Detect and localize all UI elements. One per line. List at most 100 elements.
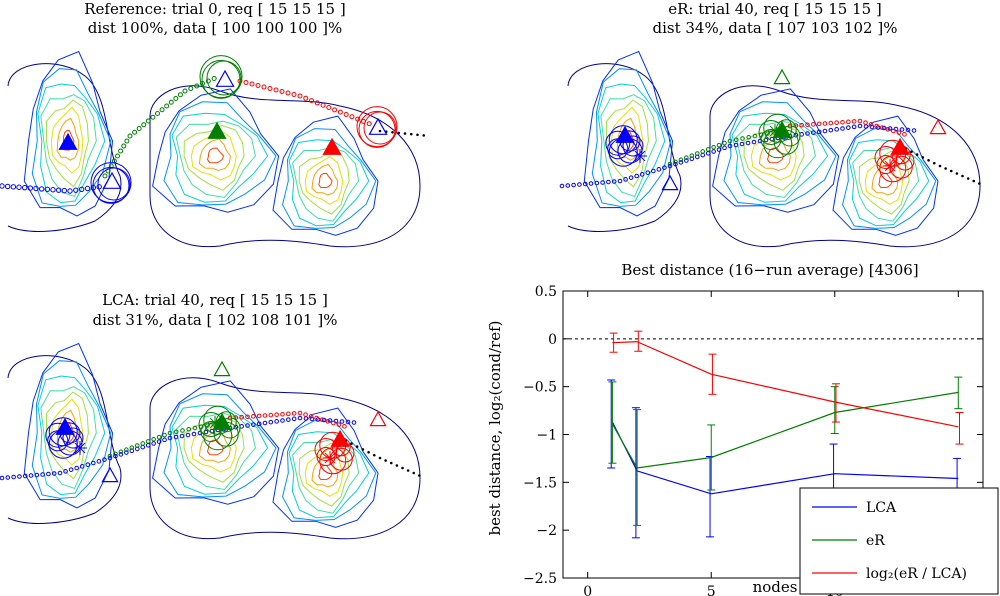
outer-contour-right [709,85,981,248]
blue-trajectory [34,472,40,478]
green-trajectory [155,111,160,116]
reference-contour-map [0,50,426,248]
red-trajectory [342,424,347,429]
green-candidate-ring [199,55,243,99]
blue-trajectory [805,131,810,136]
red-trajectory [280,411,285,417]
contour-peak-right [318,464,333,481]
green-trajectory [136,126,142,131]
blue-trajectory [96,459,102,464]
black-trajectory [966,177,970,180]
blue-trajectory [0,183,5,189]
contour-peak-middle [190,130,237,181]
green-trajectory [140,441,146,446]
blue-trajectory [716,147,722,152]
contour-peak-left [583,50,674,217]
green-trajectory [194,83,200,89]
blue-trajectory [57,470,63,476]
blue-trajectory [684,158,689,163]
contour-peak-left [40,386,97,490]
blue-trajectory [711,149,716,154]
blue-trajectory [167,435,173,441]
red-trajectory [799,122,804,128]
contour-peak-left [37,83,106,204]
red-trajectory [902,132,907,137]
blue-trajectory [577,182,582,187]
blue-trajectory [21,184,28,191]
reference-title-line2: dist 100%, data [ 100 100 100 ]% [88,19,343,37]
green-trajectory [177,92,183,98]
blue-trajectory [857,123,863,129]
red-best-star [324,452,336,464]
green-trajectory [129,445,135,450]
blue-trajectory [656,167,662,172]
blue-trajectory [91,460,96,466]
red-trajectory [366,121,372,127]
reference-title-line1: Reference: trial 0, req [ 15 15 15 ] [84,0,345,18]
contour-peak-middle [171,404,269,495]
blue-candidate-ring [92,166,130,204]
black-trajectory [389,461,393,465]
blue-peak-triangle [615,125,635,143]
black-trajectory [355,445,359,448]
contour-peak-right [298,442,350,507]
blue-trajectory [262,420,268,426]
blue-trajectory [639,172,645,177]
red-trajectory [336,422,342,427]
black-trajectory [944,167,947,170]
blue-trajectory [700,152,706,158]
blue-trajectory [673,161,678,167]
red-trajectory [314,415,319,421]
y-tick-label: −2.5 [523,571,557,587]
contour-peak-middle [723,101,837,206]
green-trajectory [765,131,770,136]
red-trajectory [840,119,845,125]
contour-peak-middle [198,138,231,171]
blue-trajectory [280,418,285,423]
green-trajectory [180,428,185,433]
red-trajectory [297,410,303,416]
blue-trajectory [828,127,834,133]
contour-peak-left [40,94,97,198]
blue-target-triangle [101,466,119,483]
green-trajectory [115,153,120,159]
blue-trajectory [297,415,303,421]
blue-trajectory [667,163,673,169]
blue-trajectory [822,128,828,134]
blue-target-triangle [368,117,388,135]
legend-label-ratio: log₂(eR / LCA) [866,566,967,582]
blue-trajectory [50,187,56,193]
red-trajectory [828,120,834,126]
blue-trajectory [140,444,146,450]
contour-peak-right [288,139,370,227]
blue-trajectory [102,457,107,462]
blue-trajectory [256,421,262,427]
contour-peak-middle [206,439,225,456]
blue-trajectory [309,416,315,422]
green-trajectory [211,76,217,81]
black-trajectory [378,456,382,460]
green-trajectory [182,88,188,94]
green-trajectory [205,423,210,428]
contour-peak-right [272,407,379,528]
contour-peak-right [311,163,339,196]
blue-trajectory [44,186,51,193]
red-trajectory [273,87,279,93]
blue-trajectory [881,125,887,131]
red-peak-triangle [330,429,350,447]
red-trajectory [239,414,244,420]
blue-best-star [634,150,646,162]
blue-trajectory [46,471,51,477]
black-trajectory [367,450,370,454]
green-trajectory [118,148,124,154]
red-trajectory [279,89,285,94]
blue-trajectory [107,455,113,461]
black-trajectory [403,132,407,135]
blue-trajectory [68,467,74,472]
contour-peak-left [600,94,657,198]
y-tick-label: −1 [536,428,557,444]
green-trajectory [164,103,170,109]
blue-trajectory [179,433,185,439]
outer-contour-left [7,355,122,524]
green-trajectory [145,439,151,444]
